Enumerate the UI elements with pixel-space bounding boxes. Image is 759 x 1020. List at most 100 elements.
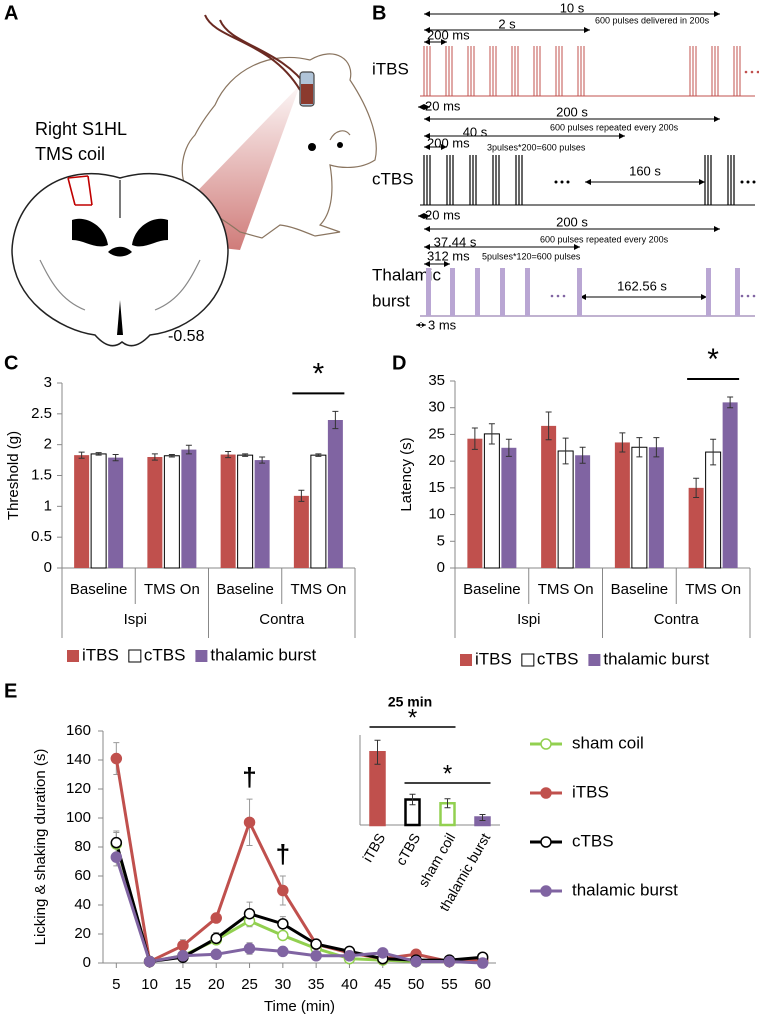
y-tick-label: 160 bbox=[66, 722, 91, 739]
x-tick-label: 20 bbox=[208, 976, 225, 993]
marker bbox=[110, 752, 123, 765]
error-bar bbox=[693, 477, 700, 498]
y-tick-label: 20 bbox=[74, 925, 91, 942]
x-tick-label: 15 bbox=[175, 976, 192, 993]
bar bbox=[108, 457, 124, 568]
legend-swatch bbox=[588, 654, 601, 666]
x-axis-label: Time (min) bbox=[264, 998, 335, 1015]
x-tick-label: iTBS bbox=[359, 830, 388, 864]
marker bbox=[110, 851, 123, 863]
panel-label: B bbox=[372, 2, 386, 24]
marker bbox=[443, 955, 456, 968]
marker bbox=[177, 939, 189, 952]
pulse: 20 ms bbox=[425, 207, 461, 222]
marker bbox=[277, 884, 289, 897]
x-tick-label: Baseline bbox=[70, 581, 128, 598]
legend-label: cTBS bbox=[537, 649, 579, 668]
legend-marker bbox=[540, 885, 552, 897]
marker bbox=[343, 950, 356, 962]
burst: 200 ms bbox=[427, 135, 470, 150]
marker bbox=[377, 947, 389, 959]
y-tick-label: 2.5 bbox=[31, 405, 52, 422]
period: 200 s bbox=[556, 214, 588, 229]
marker bbox=[310, 950, 322, 962]
arrow-head bbox=[418, 104, 430, 110]
panel-label: E bbox=[4, 680, 17, 702]
ellipsis-dot bbox=[740, 180, 744, 184]
error-bar bbox=[112, 454, 119, 462]
train: 2 s bbox=[498, 16, 516, 31]
panel-label: C bbox=[4, 352, 18, 374]
legend-label: thalamic burst bbox=[210, 645, 316, 664]
y-tick-label: 35 bbox=[428, 372, 445, 389]
arrow-head bbox=[418, 213, 430, 219]
significance-mark: * bbox=[313, 357, 325, 390]
error-bar bbox=[710, 438, 717, 466]
legend-swatch bbox=[521, 653, 535, 667]
annotation: † bbox=[276, 839, 290, 869]
x-tick-label: 35 bbox=[308, 976, 325, 993]
coil-label: Right S1HL bbox=[35, 119, 127, 139]
marker bbox=[110, 836, 123, 849]
marker bbox=[310, 938, 322, 950]
x-tick-label: TMS On bbox=[685, 581, 741, 598]
period: 200 s bbox=[556, 104, 588, 119]
x-tick-label: 25 bbox=[241, 976, 258, 993]
marker bbox=[210, 912, 222, 924]
marker bbox=[277, 918, 289, 930]
error-bar bbox=[479, 814, 486, 821]
error-bar bbox=[185, 444, 192, 455]
x-tick-label: 5 bbox=[112, 976, 120, 993]
y-axis-label: Latency (s) bbox=[398, 437, 415, 511]
y-tick-label: 0 bbox=[44, 559, 52, 576]
ellipsis-dot bbox=[560, 180, 564, 184]
x-tick-label: 30 bbox=[275, 976, 292, 993]
ellipsis-dot bbox=[556, 294, 560, 298]
ellipsis-dot bbox=[562, 294, 566, 298]
y-tick-label: 100 bbox=[66, 809, 91, 826]
error-bar bbox=[78, 451, 85, 459]
error-bar bbox=[545, 411, 552, 441]
bar bbox=[220, 454, 236, 568]
pulse: 3 ms bbox=[428, 317, 457, 332]
train: 37.44 s bbox=[434, 234, 477, 249]
bar bbox=[467, 438, 483, 568]
x-tick-label: Baseline bbox=[216, 581, 274, 598]
error-bar bbox=[562, 437, 569, 465]
count: 3pulses*200=600 pulses bbox=[487, 142, 586, 152]
bar bbox=[688, 487, 704, 568]
error-bar bbox=[151, 453, 158, 461]
protocol-name: Thalamic bbox=[372, 265, 441, 284]
ellipsis-dot bbox=[752, 180, 756, 184]
bar bbox=[181, 449, 197, 568]
note: 600 pulses delivered in 200s bbox=[595, 15, 710, 25]
y-tick-label: 60 bbox=[74, 867, 91, 884]
marker bbox=[476, 957, 489, 969]
error-bar bbox=[259, 456, 266, 464]
legend-label: sham coil bbox=[572, 733, 644, 752]
x-tick-label: TMS On bbox=[538, 581, 594, 598]
legend-marker bbox=[540, 787, 552, 799]
ellipsis-dot bbox=[746, 180, 750, 184]
arrow-head bbox=[424, 39, 447, 45]
protocol-name: iTBS bbox=[372, 59, 409, 78]
legend-label: iTBS bbox=[475, 649, 512, 668]
pulse: 20 ms bbox=[425, 98, 461, 113]
marker bbox=[177, 950, 189, 962]
x-tick-label: cTBS bbox=[392, 830, 423, 868]
coil-label: TMS coil bbox=[35, 144, 105, 164]
error-bar bbox=[471, 427, 478, 450]
x-tick-label: TMS On bbox=[290, 581, 346, 598]
legend-swatch bbox=[460, 654, 472, 666]
legend-label: iTBS bbox=[572, 782, 609, 801]
panel-label: D bbox=[392, 352, 406, 374]
ellipsis-dot bbox=[554, 180, 558, 184]
legend-label: thalamic burst bbox=[572, 880, 678, 899]
y-tick-label: 15 bbox=[428, 479, 445, 496]
y-tick-label: 3 bbox=[44, 374, 52, 391]
bar bbox=[541, 425, 557, 568]
note: 600 pulses repeated every 200s bbox=[550, 122, 679, 132]
ellipsis-dot bbox=[744, 70, 748, 74]
significance-mark: * bbox=[408, 704, 417, 731]
count: 5pulses*120=600 pulses bbox=[482, 251, 581, 261]
